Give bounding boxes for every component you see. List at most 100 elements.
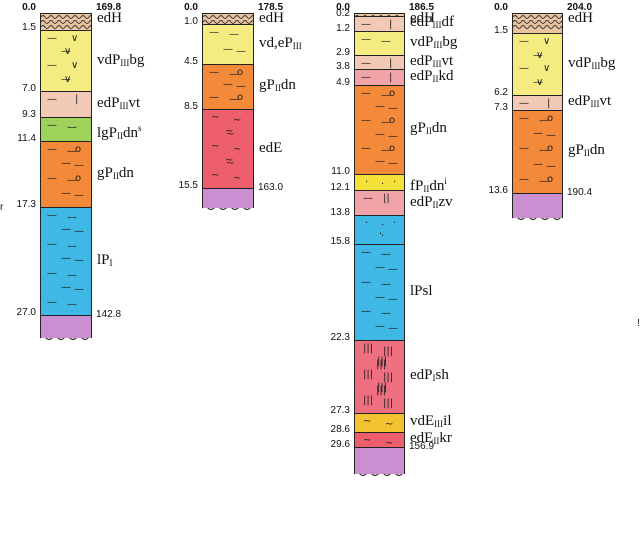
layer-lPsl: — — — — — — — — — — — — — [354, 244, 405, 340]
dash-glyph: — — [388, 130, 398, 142]
dash-glyph: — — [375, 101, 385, 113]
layer-label: gPIIdn — [568, 142, 605, 159]
depth-label: 7.3 — [494, 101, 508, 113]
dash-glyph: — — [61, 253, 71, 265]
layer-vd,eP: — — — — — [202, 24, 254, 64]
dash-glyph: — — [47, 173, 57, 185]
layer-base — [202, 188, 254, 209]
tilde-glyph: ~ — [385, 437, 394, 447]
layer-base — [354, 446, 405, 475]
dash-glyph: — — [381, 117, 391, 129]
layer-label: fPIIdni — [410, 176, 447, 195]
layer-edH — [512, 13, 563, 33]
bottom-elevation: 142.8 — [96, 309, 122, 321]
layer-label: edH — [259, 10, 284, 26]
dash-glyph: — — [74, 160, 84, 172]
depth-label: 11.0 — [331, 166, 350, 178]
right-edge-mark: ! — [637, 318, 640, 329]
dash-glyph: — — [47, 296, 57, 308]
dash-glyph: — — [47, 143, 57, 155]
layer-vdPbg: — ∨ — ∨ — ∨ — ∨ — [512, 32, 563, 96]
dash-glyph: — — [74, 226, 84, 238]
layer-edH — [40, 13, 92, 30]
bar-glyph: | — [389, 18, 393, 30]
dash-glyph: — — [209, 66, 219, 78]
dash-glyph: — — [67, 240, 77, 252]
dash-glyph: — — [375, 128, 385, 140]
bar-glyph: ||| — [377, 382, 388, 394]
dash-glyph: — — [74, 284, 84, 296]
gravel-glyph: o — [389, 115, 396, 127]
dash-glyph: — — [223, 43, 233, 55]
dash-glyph: — — [381, 144, 391, 156]
dash-glyph: — — [361, 58, 371, 69]
tilde-glyph: ~ — [233, 115, 242, 127]
bar-glyph: ||| — [383, 398, 394, 410]
dash-glyph: — — [388, 264, 398, 276]
dot-glyph: · — [379, 228, 383, 240]
dash-glyph: — — [388, 103, 398, 115]
layer-edEkr: ~ ~ — [354, 431, 405, 447]
depth-label: 29.6 — [330, 438, 350, 450]
wave-line — [203, 20, 253, 24]
dash-glyph: — — [67, 122, 77, 134]
layer-edH — [202, 13, 254, 25]
tilde-glyph: ~ — [233, 143, 242, 155]
tilde-glyph: ~ — [225, 126, 234, 138]
bar-glyph: ||| — [376, 385, 387, 397]
bar-glyph: | — [389, 58, 393, 69]
dash-glyph: — — [381, 278, 391, 290]
dash-glyph: — — [375, 291, 385, 303]
dash-glyph: — — [519, 143, 529, 155]
gravel-glyph: o — [547, 112, 554, 124]
layer-label: edEIIkr — [410, 430, 452, 447]
tilde-glyph: ~ — [211, 169, 220, 181]
dash-glyph: — — [381, 35, 391, 47]
dash-glyph: — — [539, 175, 549, 187]
depth-label: 6.2 — [494, 87, 508, 99]
dash-glyph: — — [533, 49, 543, 61]
layer-label: edPIIzv — [410, 193, 453, 210]
dot-glyph: · — [379, 228, 383, 240]
dash-glyph: — — [74, 189, 84, 201]
layer-label: edH — [410, 10, 435, 26]
top-elevation: 204.0 — [567, 2, 593, 13]
depth-label: 13.8 — [330, 207, 350, 219]
depth-label: 0.2 — [336, 7, 350, 19]
layer-label: lPsl — [410, 283, 433, 300]
dash-glyph: — — [375, 262, 385, 274]
dash-glyph: — — [61, 187, 71, 199]
gravel-glyph: o — [75, 173, 82, 185]
layer-edPvt: — | — [512, 95, 563, 110]
bar-glyph: | — [75, 94, 79, 106]
dash-glyph: — — [381, 308, 391, 320]
dash-glyph: — — [388, 293, 398, 305]
dash-glyph: — — [361, 71, 371, 83]
layer-edPvt: — | — [354, 55, 405, 69]
dash-glyph: — — [539, 114, 549, 126]
dash-glyph: — — [361, 306, 371, 318]
depth-label: 0.0 — [336, 2, 350, 13]
layer-label: edPIIIvt — [97, 95, 141, 112]
layer-label: vdPIIIbg — [410, 34, 458, 51]
dash-glyph: — — [47, 120, 57, 132]
dash-glyph: — — [381, 249, 391, 261]
dash-glyph: — — [61, 282, 71, 294]
layer-vdPbg: — ∨ — ∨ — ∨ — ∨ — [40, 29, 92, 92]
layer-gPdn: — o — — — — o — — — — [40, 140, 92, 207]
dash-glyph: — — [236, 45, 246, 57]
layer-label: edE — [259, 139, 283, 156]
dash-glyph: — — [519, 98, 529, 110]
v-glyph: ∨ — [543, 63, 551, 75]
layer-label: edPIIIvt — [410, 53, 454, 70]
tilde-glyph: ~ — [211, 140, 220, 152]
v-glyph: ∨ — [64, 46, 72, 58]
gravel-glyph: o — [547, 173, 554, 185]
gravel-glyph: o — [389, 87, 396, 99]
dash-glyph: — — [223, 79, 233, 91]
dash-glyph: — — [388, 158, 398, 170]
dash-glyph: — — [546, 130, 556, 142]
depth-label: 22.3 — [330, 331, 350, 343]
dash-glyph: — — [533, 158, 543, 170]
